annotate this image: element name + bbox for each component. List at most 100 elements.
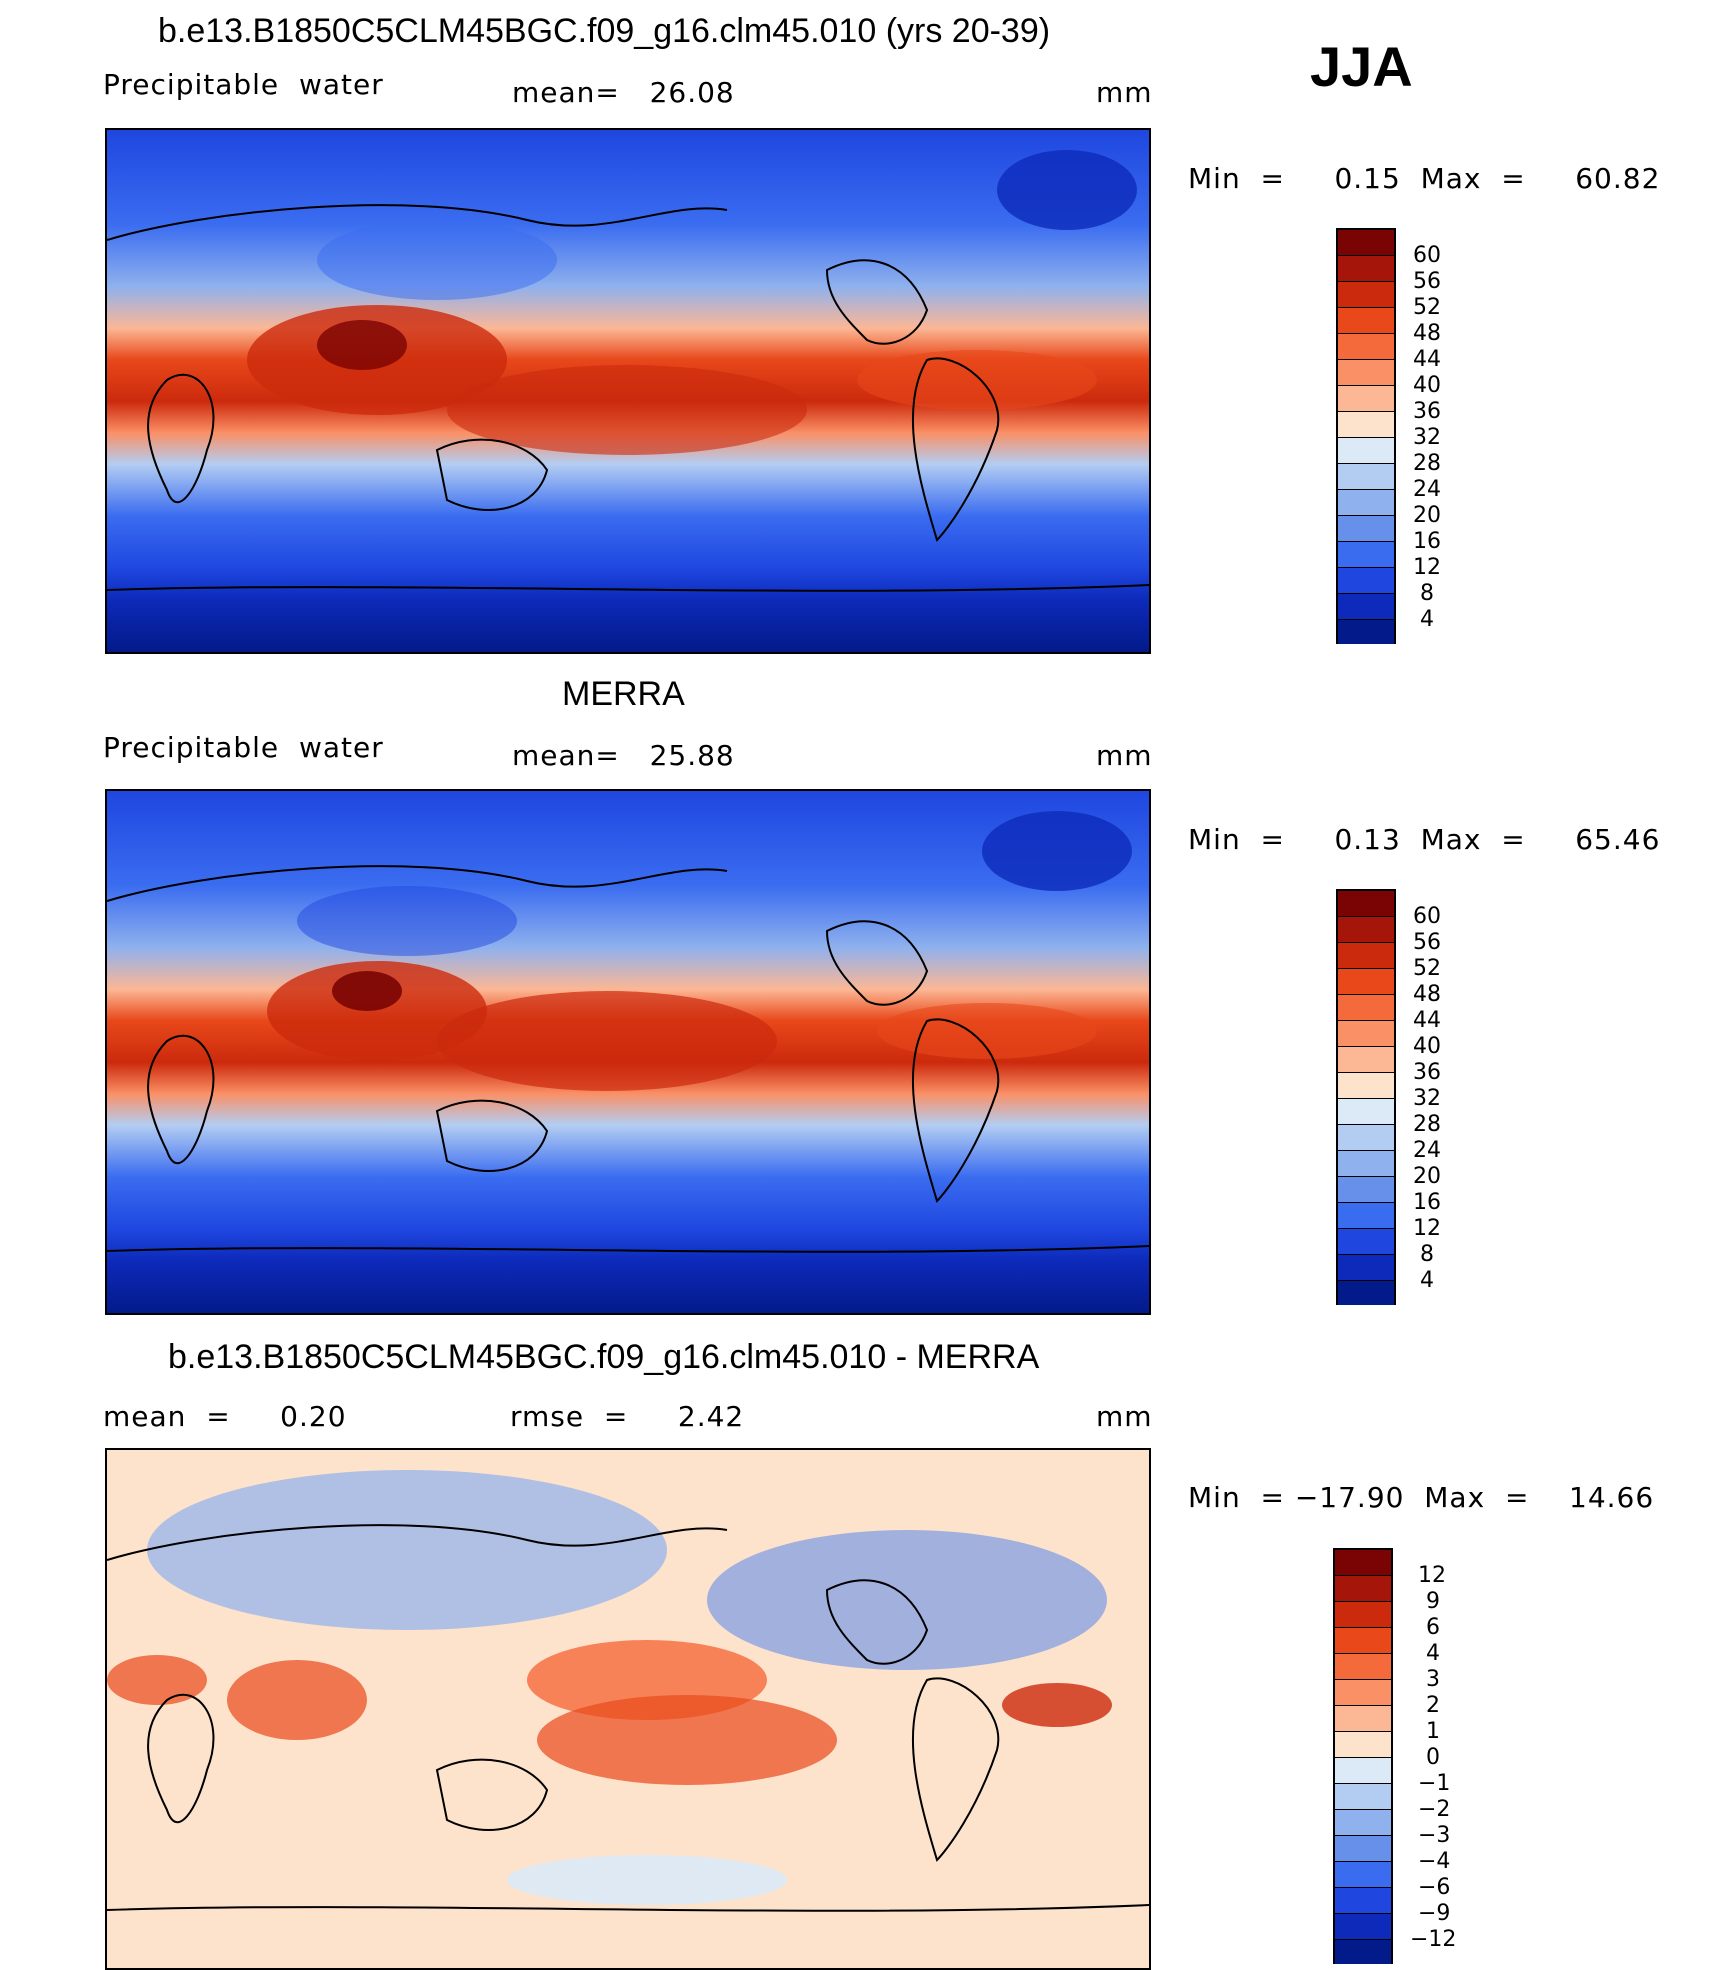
swatch [1338, 464, 1394, 490]
colorbar-tick-label: 12 [1413, 555, 1441, 580]
swatch [1338, 360, 1394, 386]
colorbar-tick-label: 0 [1426, 1745, 1440, 1770]
colorbar-tick-label: 44 [1413, 1008, 1441, 1033]
swatch [1335, 1940, 1391, 1964]
swatch [1338, 917, 1394, 943]
panel1-title: b.e13.B1850C5CLM45BGC.f09_g16.clm45.010 … [158, 12, 1051, 50]
swatch [1338, 1255, 1394, 1281]
colorbar-tick-label: 16 [1413, 1190, 1441, 1215]
colorbar-tick-label: 48 [1413, 982, 1441, 1007]
colorbar-tick-label: 36 [1413, 399, 1441, 424]
colorbar-tick-label: 20 [1413, 503, 1441, 528]
swatch [1338, 995, 1394, 1021]
colorbar-tick-label: 12 [1413, 1216, 1441, 1241]
panel2-map [105, 789, 1151, 1315]
colorbar-tick-label: −4 [1418, 1849, 1451, 1874]
swatch [1338, 334, 1394, 360]
swatch [1338, 1177, 1394, 1203]
colorbar-tick-label: 2 [1426, 1693, 1440, 1718]
colorbar-tick-label: 36 [1413, 1060, 1441, 1085]
panel3-mean: mean = 0.20 [103, 1400, 347, 1433]
colorbar-tick-label: −3 [1418, 1823, 1451, 1848]
season-label: JJA [1310, 35, 1413, 98]
panel3-title: b.e13.B1850C5CLM45BGC.f09_g16.clm45.010 … [168, 1338, 1040, 1376]
swatch [1338, 256, 1394, 282]
colorbar-tick-label: 52 [1413, 956, 1441, 981]
panel1-mean: mean= 26.08 [512, 76, 735, 109]
swatch [1338, 542, 1394, 568]
panel3-units: mm [1096, 1400, 1153, 1433]
panel2-left-label: Precipitable water [103, 731, 384, 764]
colorbar-tick-label: 9 [1426, 1589, 1440, 1614]
swatch [1338, 594, 1394, 620]
swatch [1335, 1628, 1391, 1654]
swatch [1335, 1732, 1391, 1758]
panel1-map [105, 128, 1151, 654]
swatch [1338, 568, 1394, 594]
colorbar-tick-label: 16 [1413, 529, 1441, 554]
colorbar-tick-label: 48 [1413, 321, 1441, 346]
swatch [1338, 1021, 1394, 1047]
swatch [1338, 943, 1394, 969]
panel2-title: MERRA [562, 675, 685, 713]
colorbar-tick-label: 1 [1426, 1719, 1440, 1744]
colorbar-tick-label: 60 [1413, 243, 1441, 268]
colorbar-tick-label: 24 [1413, 477, 1441, 502]
swatch [1338, 891, 1394, 917]
colorbar-tick-label: 28 [1413, 1112, 1441, 1137]
swatch [1338, 230, 1394, 256]
panel3-minmax: Min = −17.90 Max = 14.66 [1188, 1481, 1655, 1514]
swatch [1338, 282, 1394, 308]
colorbar-tick-label: 4 [1426, 1641, 1440, 1666]
colorbar-tick-label: 4 [1420, 1268, 1434, 1293]
swatch [1338, 1203, 1394, 1229]
colorbar-tick-label: 3 [1426, 1667, 1440, 1692]
colorbar-tick-label: 24 [1413, 1138, 1441, 1163]
colorbar-tick-label: 4 [1420, 607, 1434, 632]
swatch [1335, 1758, 1391, 1784]
swatch [1338, 386, 1394, 412]
colorbar-tick-label: 40 [1413, 373, 1441, 398]
colorbar-tick-label: 60 [1413, 904, 1441, 929]
swatch [1338, 620, 1394, 644]
colorbar-tick-label: 12 [1418, 1563, 1446, 1588]
panel1-minmax: Min = 0.15 Max = 60.82 [1188, 162, 1661, 195]
colorbar-tick-label: 32 [1413, 425, 1441, 450]
swatch [1338, 1229, 1394, 1255]
swatch [1338, 1281, 1394, 1305]
colorbar-tick-label: −1 [1418, 1771, 1451, 1796]
swatch [1338, 308, 1394, 334]
swatch [1338, 516, 1394, 542]
colorbar-tick-label: 6 [1426, 1615, 1440, 1640]
swatch [1335, 1550, 1391, 1576]
swatch [1335, 1888, 1391, 1914]
panel3-colorbar [1333, 1548, 1393, 1964]
panel3-field [107, 1450, 1149, 1968]
panel1-units: mm [1096, 76, 1153, 109]
swatch [1338, 412, 1394, 438]
colorbar-tick-label: −9 [1418, 1901, 1451, 1926]
colorbar-tick-label: 32 [1413, 1086, 1441, 1111]
colorbar-tick-label: 56 [1413, 269, 1441, 294]
colorbar-tick-label: −12 [1410, 1927, 1457, 1952]
colorbar-tick-label: 20 [1413, 1164, 1441, 1189]
swatch [1338, 1047, 1394, 1073]
colorbar-tick-label: 28 [1413, 451, 1441, 476]
panel3-rmse: rmse = 2.42 [510, 1400, 745, 1433]
colorbar-tick-label: 8 [1420, 1242, 1434, 1267]
swatch [1335, 1836, 1391, 1862]
colorbar-tick-label: −2 [1418, 1797, 1451, 1822]
swatch [1335, 1914, 1391, 1940]
swatch [1335, 1576, 1391, 1602]
swatch [1338, 1151, 1394, 1177]
panel1-left-label: Precipitable water [103, 68, 384, 101]
panel2-field [107, 791, 1149, 1313]
swatch [1335, 1810, 1391, 1836]
swatch [1335, 1680, 1391, 1706]
swatch [1335, 1862, 1391, 1888]
panel2-colorbar [1336, 889, 1396, 1305]
panel2-units: mm [1096, 739, 1153, 772]
swatch [1335, 1784, 1391, 1810]
panel1-field [107, 130, 1149, 652]
colorbar-tick-label: 8 [1420, 581, 1434, 606]
